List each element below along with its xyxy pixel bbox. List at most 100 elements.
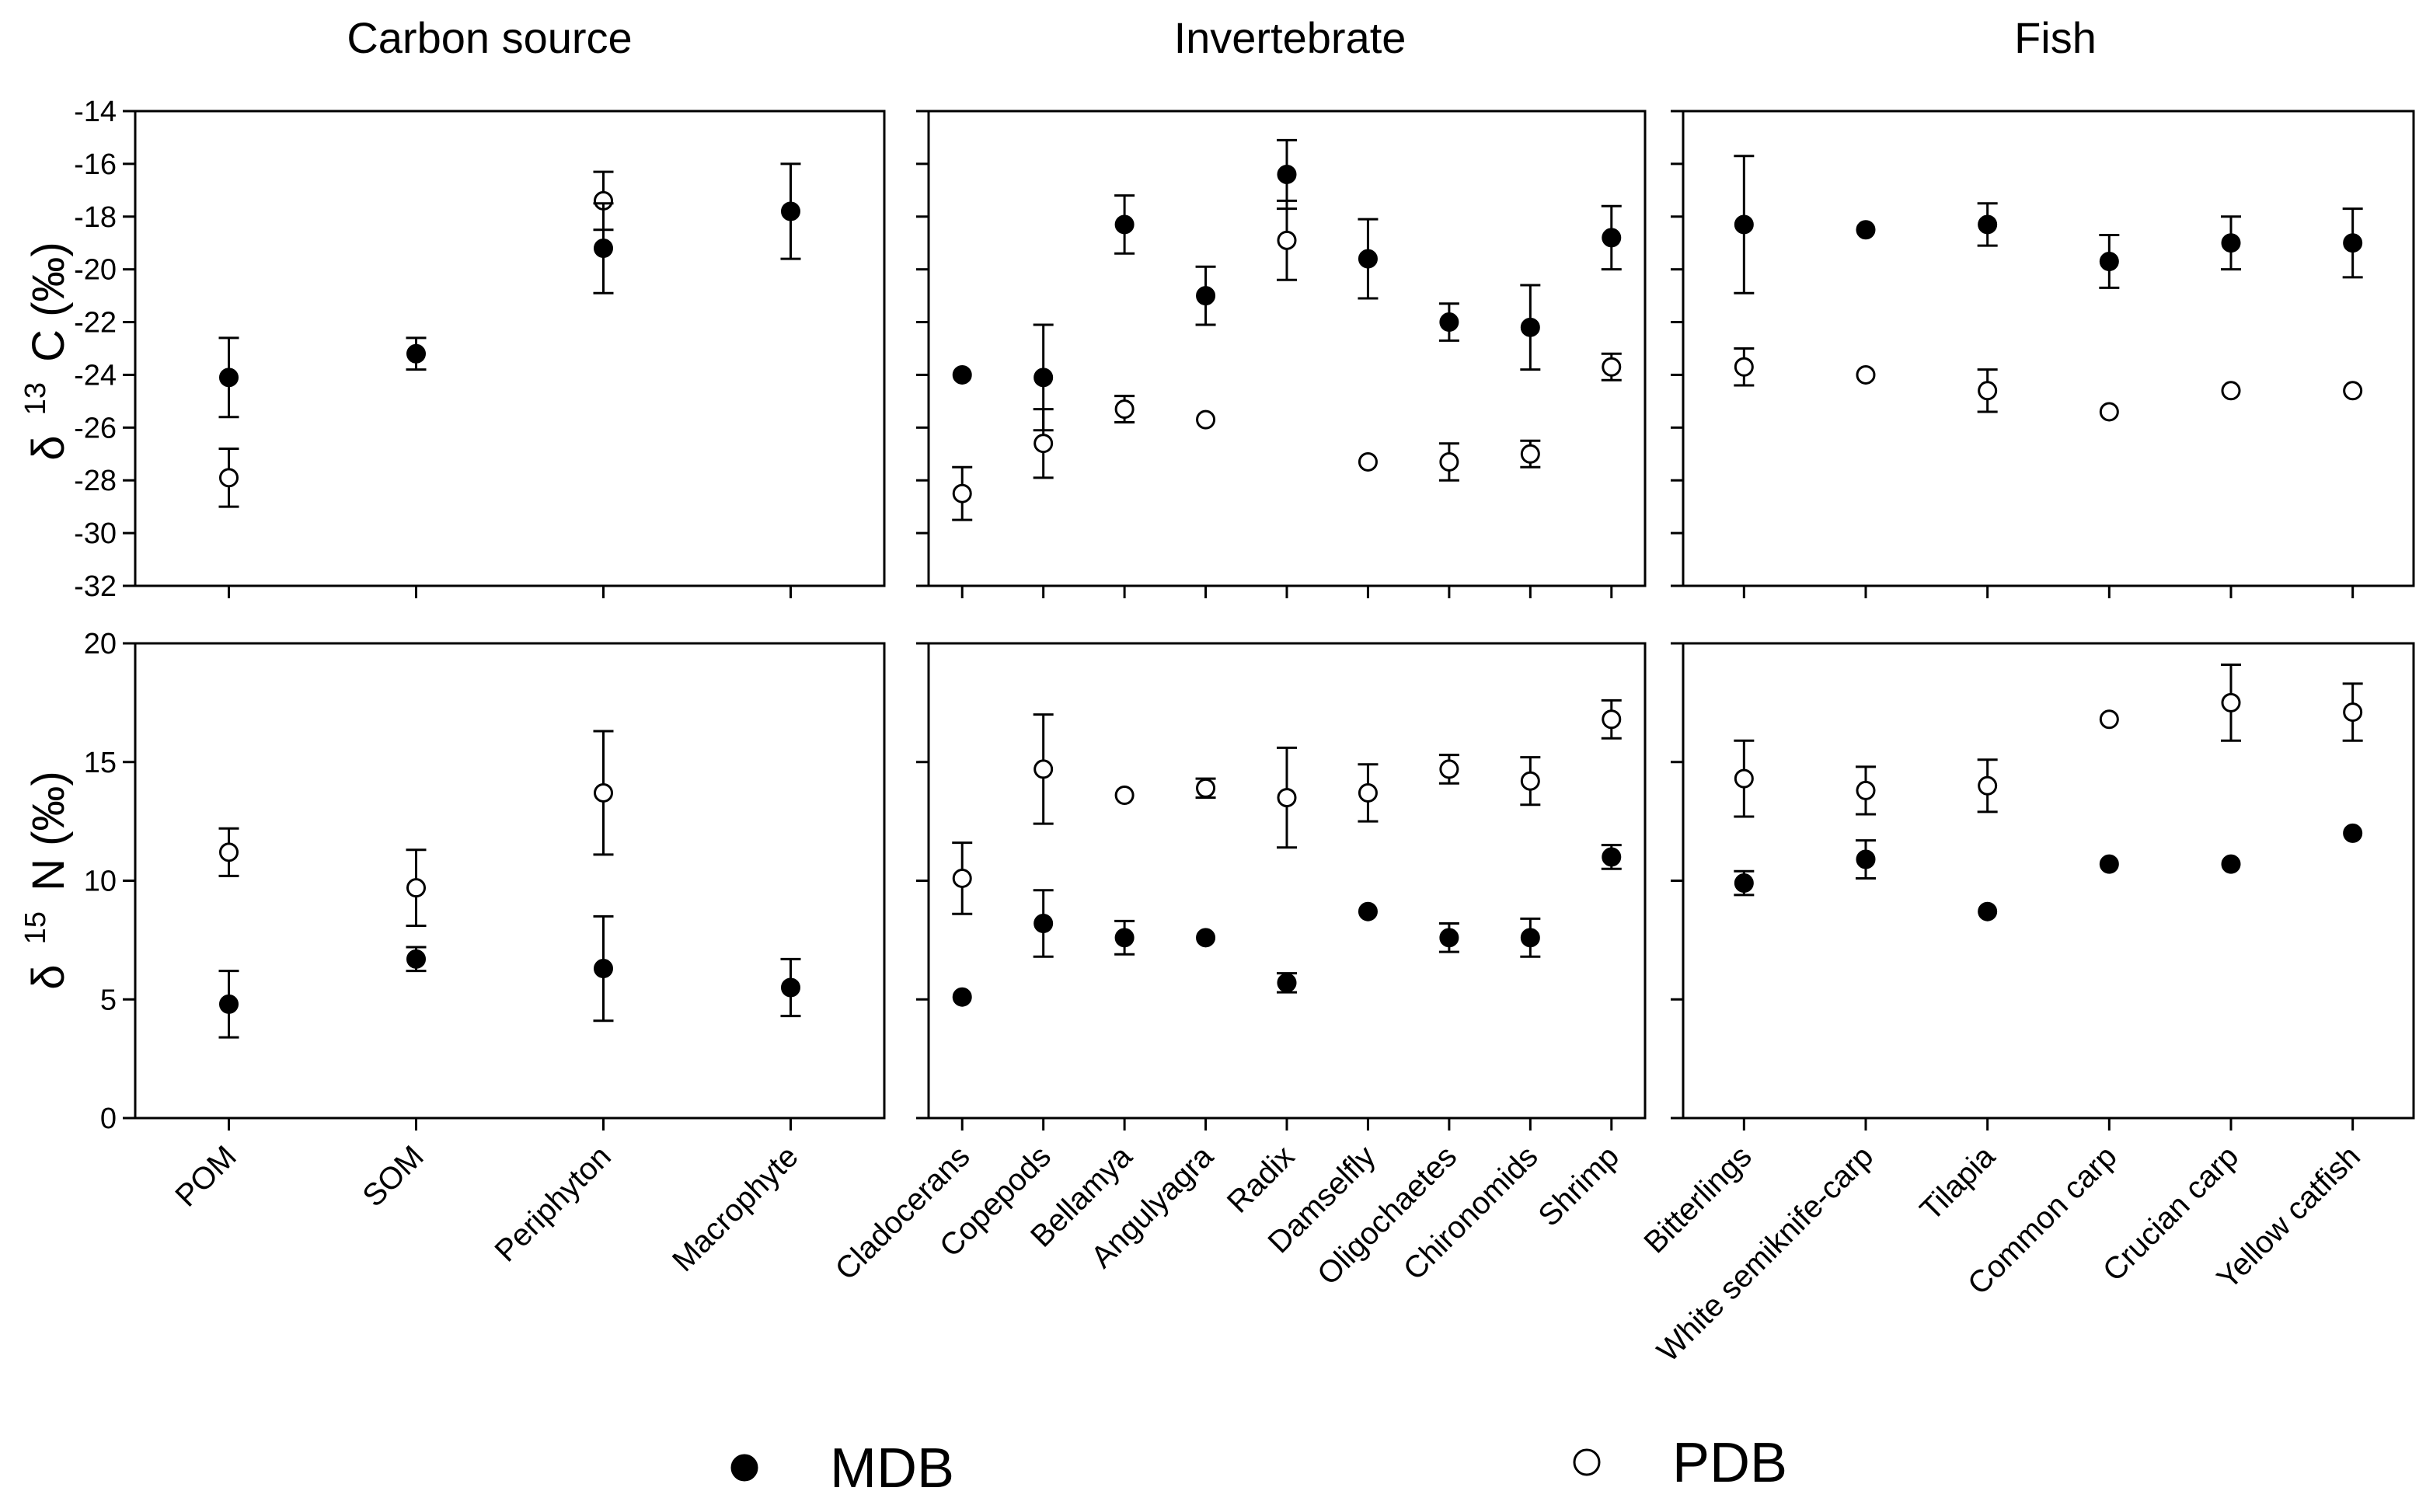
ytick-label: 10 [84, 866, 117, 898]
column-title-fish: Fish [2014, 13, 2097, 62]
panel-fish-d15n-mdb-tilapia-point [1978, 901, 1998, 921]
ytick-label: -24 [74, 359, 117, 392]
panel-invertebrate-d15n-pdb-angulyagra-point [1196, 778, 1216, 798]
panel-fish-d13c-mdb-bitterlings-point [1734, 214, 1754, 235]
panel-carbon-source-d13c-frame [134, 110, 886, 587]
panel-invertebrate-d15n-pdb-cladocerans-point [952, 868, 972, 888]
category-label-som: SOM [356, 1139, 430, 1214]
ytick-label: -28 [74, 465, 117, 497]
panel-carbon-source-d15n-mdb-som-point [406, 949, 426, 969]
ytick-label: -18 [74, 201, 117, 234]
panel-carbon-source-d15n-pdb-periphyton-point [594, 782, 613, 803]
panel-invertebrate-d15n-pdb-oligochaetes-point [1439, 759, 1459, 779]
panel-fish-d13c-pdb-common-carp-point [2099, 402, 2119, 422]
panel-carbon-source-d13c-mdb-som-point [406, 343, 426, 364]
ytick-label: 20 [84, 628, 117, 660]
panel-invertebrate-d15n-mdb-shrimp-point [1602, 847, 1622, 867]
panel-fish-d13c-pdb-bitterlings-point [1734, 357, 1754, 377]
panel-invertebrate-d15n-mdb-oligochaetes-point [1439, 928, 1459, 948]
panel-fish-d13c-mdb-common-carp-point [2099, 251, 2119, 271]
legend: MDB PDB [730, 1432, 1787, 1500]
panel-fish-d13c-pdb-tilapia-point [1978, 381, 1998, 401]
legend-mdb-marker [730, 1454, 758, 1482]
panel-fish-d15n-mdb-yellow-catfish-point [2343, 823, 2363, 843]
legend-mdb-label: MDB [830, 1437, 954, 1500]
panel-carbon-source-d15n: 0 5 10 15 20 POM SOM Periphyton Macrophyte [84, 628, 886, 1278]
panel-invertebrate-d13c-pdb-copepods-point [1034, 434, 1054, 454]
ytick-label: -16 [74, 148, 117, 181]
panel-fish-d13c-frame [1682, 110, 2415, 587]
panel-invertebrate-d15n-pdb-damselfly-point [1358, 782, 1378, 803]
panel-invertebrate-d13c-mdb-angulyagra-point [1196, 286, 1216, 306]
ytick-label: -22 [74, 307, 117, 340]
panel-invertebrate-d13c [916, 110, 1647, 598]
panel-fish-d15n-pdb-yellow-catfish-point [2343, 702, 2363, 723]
panel-fish-d15n-pdb-bitterlings-point [1734, 768, 1754, 789]
panel-invertebrate-d13c-pdb-chironomids-point [1520, 444, 1540, 464]
category-label-pom: POM [169, 1139, 243, 1214]
panel-invertebrate-d13c-mdb-oligochaetes-point [1439, 312, 1459, 333]
panel-fish-d15n-mdb-crucian-carp-point [2221, 854, 2241, 874]
ytick-label: -32 [74, 570, 117, 603]
ylabel-d15n-sup: 15 [19, 911, 52, 944]
panel-invertebrate-d15n-pdb-radix-point [1277, 788, 1297, 808]
panel-invertebrate-d15n-mdb-cladocerans-point [952, 987, 972, 1007]
svg-text:δ 15 N (‰): δ 15 N (‰) [5, 771, 74, 989]
panel-invertebrate-d13c-pdb-bellamya-point [1114, 399, 1135, 420]
ylabel-d15n: δ 15 N (‰) [5, 771, 74, 989]
ytick-label: -14 [74, 96, 117, 128]
category-label-macrophyte: Macrophyte [666, 1139, 805, 1278]
panel-fish-d13c-pdb-white-semiknife-carp-point [1856, 364, 1876, 385]
panel-invertebrate-d13c-mdb-radix-point [1277, 164, 1297, 184]
panel-invertebrate-d13c-pdb-shrimp-point [1602, 357, 1622, 377]
panel-fish-d15n-pdb-common-carp-point [2099, 709, 2119, 730]
panel-fish-d15n-mdb-common-carp-point [2099, 854, 2119, 874]
ytick-label: 0 [100, 1103, 117, 1135]
panel-invertebrate-d15n-mdb-damselfly-point [1358, 901, 1378, 921]
panel-carbon-source-d15n-mdb-macrophyte-point [781, 977, 800, 998]
panel-fish-d15n-pdb-white-semiknife-carp-point [1856, 780, 1876, 800]
panel-carbon-source-d15n-pdb-pom-point [219, 842, 239, 862]
panel-invertebrate-d13c-pdb-angulyagra-point [1196, 409, 1216, 430]
panel-invertebrate-d13c-mdb-chironomids-point [1520, 317, 1540, 337]
panel-fish-d13c-mdb-crucian-carp-point [2221, 233, 2241, 253]
panel-carbon-source-d13c-mdb-macrophyte-point [781, 201, 800, 221]
panel-invertebrate-d15n-mdb-chironomids-point [1520, 928, 1540, 948]
panel-invertebrate-d15n-mdb-bellamya-point [1114, 928, 1135, 948]
panel-fish-d13c-mdb-yellow-catfish-point [2343, 233, 2363, 253]
legend-pdb-label: PDB [1672, 1432, 1787, 1494]
panel-invertebrate-d13c-mdb-copepods-point [1034, 368, 1054, 388]
panel-invertebrate-d15n-pdb-chironomids-point [1520, 771, 1540, 791]
panel-fish-d13c-mdb-tilapia-point [1978, 214, 1998, 235]
column-title-carbon-source: Carbon source [347, 13, 632, 62]
panels: -32 -30 -28 -26 -24 -22 -20 -18 -16 -14 0 5 10 15 20 PO… [74, 96, 2415, 1368]
panel-carbon-source-d13c-mdb-periphyton-point [594, 239, 613, 259]
panel-invertebrate-d15n-mdb-angulyagra-point [1196, 928, 1216, 948]
panel-invertebrate-d13c-pdb-damselfly-point [1358, 451, 1378, 472]
panel-invertebrate-d15n-pdb-shrimp-point [1602, 709, 1622, 730]
category-label-white-semiknife-carp: White semiknife-carp [1650, 1139, 1880, 1368]
column-title-invertebrate: Invertebrate [1174, 13, 1406, 62]
panel-invertebrate-d13c-pdb-radix-point [1277, 230, 1297, 250]
legend-pdb-marker [1573, 1448, 1601, 1476]
ytick-label: 5 [100, 984, 117, 1016]
panel-fish-d13c [1671, 110, 2415, 598]
panel-fish-d13c-mdb-white-semiknife-carp-point [1856, 220, 1876, 240]
panel-invertebrate-d15n-pdb-bellamya-point [1114, 786, 1135, 806]
panel-invertebrate-d15n-mdb-copepods-point [1034, 913, 1054, 933]
panel-carbon-source-d15n-pdb-som-point [406, 878, 426, 898]
panel-fish-d13c-pdb-yellow-catfish-point [2343, 381, 2363, 401]
ylabel-d13c-prefix: δ [23, 435, 74, 460]
panel-fish-d15n-mdb-white-semiknife-carp-point [1856, 849, 1876, 869]
panel-fish-d13c-pdb-crucian-carp-point [2221, 381, 2241, 401]
ylabel-d13c-suffix: C (‰) [23, 242, 74, 362]
panel-carbon-source-d13c: -32 -30 -28 -26 -24 -22 -20 -18 -16 -14 [74, 96, 886, 603]
panel-invertebrate-d13c-mdb-damselfly-point [1358, 249, 1378, 269]
ylabel-d13c: δ 13 C (‰) [19, 242, 74, 460]
panel-invertebrate-d13c-mdb-bellamya-point [1114, 214, 1135, 235]
panel-invertebrate-d15n-mdb-radix-point [1277, 973, 1297, 993]
ylabel-d13c-sup: 13 [19, 382, 52, 415]
